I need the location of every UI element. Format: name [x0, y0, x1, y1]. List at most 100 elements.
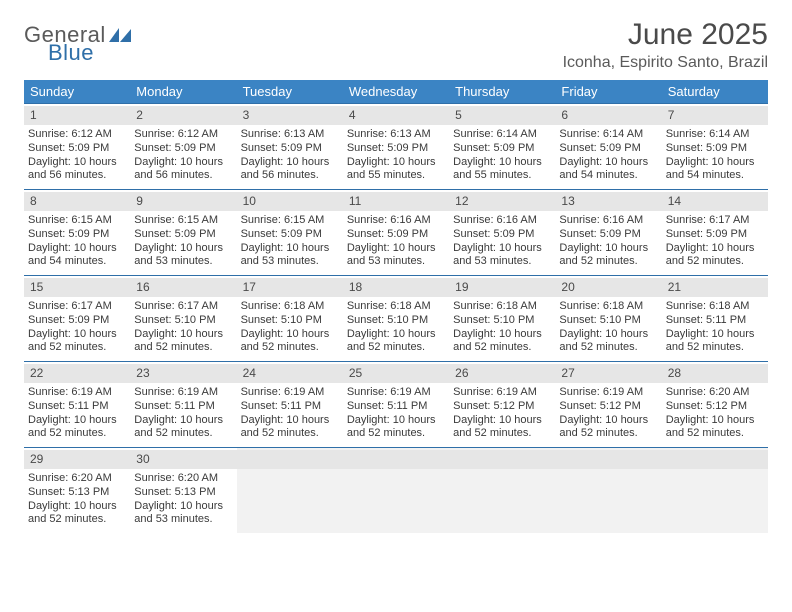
sunset-line: Sunset: 5:09 PM: [453, 228, 551, 242]
sunset-line: Sunset: 5:09 PM: [241, 142, 339, 156]
daylight-line: Daylight: 10 hours and 52 minutes.: [28, 500, 126, 528]
dow-wednesday: Wednesday: [343, 80, 449, 103]
sunset-line: Sunset: 5:10 PM: [453, 314, 551, 328]
sunrise-line: Sunrise: 6:15 AM: [134, 214, 232, 228]
daylight-line: Daylight: 10 hours and 52 minutes.: [666, 242, 764, 270]
daylight-line: Daylight: 10 hours and 52 minutes.: [453, 414, 551, 442]
page-title: June 2025: [563, 18, 768, 52]
location-subtitle: Iconha, Espirito Santo, Brazil: [563, 54, 768, 72]
daynum: 27: [555, 364, 661, 383]
sunrise-line: Sunrise: 6:12 AM: [28, 128, 126, 142]
title-block: June 2025 Iconha, Espirito Santo, Brazil: [563, 18, 768, 72]
sunrise-line: Sunrise: 6:17 AM: [134, 300, 232, 314]
sunset-line: Sunset: 5:10 PM: [134, 314, 232, 328]
sunrise-line: Sunrise: 6:14 AM: [666, 128, 764, 142]
daylight-line: Daylight: 10 hours and 54 minutes.: [666, 156, 764, 184]
daylight-line: Daylight: 10 hours and 52 minutes.: [559, 242, 657, 270]
day-cell-23: 23Sunrise: 6:19 AMSunset: 5:11 PMDayligh…: [130, 361, 236, 447]
day-cell-19: 19Sunrise: 6:18 AMSunset: 5:10 PMDayligh…: [449, 275, 555, 361]
sunrise-line: Sunrise: 6:16 AM: [559, 214, 657, 228]
daynum: 22: [24, 364, 130, 383]
daylight-line: Daylight: 10 hours and 56 minutes.: [28, 156, 126, 184]
day-cell-20: 20Sunrise: 6:18 AMSunset: 5:10 PMDayligh…: [555, 275, 661, 361]
daynum-empty: [343, 450, 449, 469]
sunrise-line: Sunrise: 6:17 AM: [28, 300, 126, 314]
calendar-grid: 1Sunrise: 6:12 AMSunset: 5:09 PMDaylight…: [24, 103, 768, 533]
day-cell-2: 2Sunrise: 6:12 AMSunset: 5:09 PMDaylight…: [130, 103, 236, 189]
dow-tuesday: Tuesday: [237, 80, 343, 103]
daynum: 1: [24, 106, 130, 125]
day-cell-17: 17Sunrise: 6:18 AMSunset: 5:10 PMDayligh…: [237, 275, 343, 361]
sunset-line: Sunset: 5:09 PM: [666, 228, 764, 242]
brand-sail-icon: [109, 28, 131, 42]
sunset-line: Sunset: 5:12 PM: [666, 400, 764, 414]
daynum: 6: [555, 106, 661, 125]
daylight-line: Daylight: 10 hours and 53 minutes.: [134, 500, 232, 528]
daynum: 16: [130, 278, 236, 297]
daylight-line: Daylight: 10 hours and 52 minutes.: [559, 328, 657, 356]
day-cell-21: 21Sunrise: 6:18 AMSunset: 5:11 PMDayligh…: [662, 275, 768, 361]
daylight-line: Daylight: 10 hours and 56 minutes.: [241, 156, 339, 184]
daylight-line: Daylight: 10 hours and 53 minutes.: [347, 242, 445, 270]
day-cell-12: 12Sunrise: 6:16 AMSunset: 5:09 PMDayligh…: [449, 189, 555, 275]
daylight-line: Daylight: 10 hours and 55 minutes.: [347, 156, 445, 184]
daynum: 8: [24, 192, 130, 211]
day-cell-16: 16 Sunrise: 6:17 AMSunset: 5:10 PMDayligh…: [130, 275, 236, 361]
sunset-line: Sunset: 5:09 PM: [28, 228, 126, 242]
sunset-line: Sunset: 5:11 PM: [241, 400, 339, 414]
sunset-line: Sunset: 5:09 PM: [241, 228, 339, 242]
day-cell-27: 27Sunrise: 6:19 AMSunset: 5:12 PMDayligh…: [555, 361, 661, 447]
day-cell-24: 24Sunrise: 6:19 AMSunset: 5:11 PMDayligh…: [237, 361, 343, 447]
days-of-week-header: SundayMondayTuesdayWednesdayThursdayFrid…: [24, 80, 768, 103]
daynum: 11: [343, 192, 449, 211]
calendar-page: General Blue June 2025 Iconha, Espirito …: [0, 0, 792, 612]
sunset-line: Sunset: 5:09 PM: [28, 142, 126, 156]
sunset-line: Sunset: 5:11 PM: [666, 314, 764, 328]
daynum: 30: [130, 450, 236, 469]
sunrise-line: Sunrise: 6:19 AM: [453, 386, 551, 400]
sunset-line: Sunset: 5:12 PM: [559, 400, 657, 414]
day-cell-29: 29Sunrise: 6:20 AMSunset: 5:13 PMDayligh…: [24, 447, 130, 533]
sunset-line: Sunset: 5:10 PM: [347, 314, 445, 328]
sunrise-line: Sunrise: 6:13 AM: [241, 128, 339, 142]
day-cell-26: 26Sunrise: 6:19 AMSunset: 5:12 PMDayligh…: [449, 361, 555, 447]
day-cell-10: 10Sunrise: 6:15 AMSunset: 5:09 PMDayligh…: [237, 189, 343, 275]
sunset-line: Sunset: 5:09 PM: [347, 142, 445, 156]
sunrise-line: Sunrise: 6:18 AM: [347, 300, 445, 314]
dow-saturday: Saturday: [662, 80, 768, 103]
sunrise-line: Sunrise: 6:18 AM: [453, 300, 551, 314]
daylight-line: Daylight: 10 hours and 53 minutes.: [241, 242, 339, 270]
day-cell-6: 6Sunrise: 6:14 AMSunset: 5:09 PMDaylight…: [555, 103, 661, 189]
dow-friday: Friday: [555, 80, 661, 103]
daynum: 3: [237, 106, 343, 125]
empty-cell: [449, 447, 555, 533]
daynum: 20: [555, 278, 661, 297]
daylight-line: Daylight: 10 hours and 52 minutes.: [134, 328, 232, 356]
day-cell-5: 5Sunrise: 6:14 AMSunset: 5:09 PMDaylight…: [449, 103, 555, 189]
day-cell-14: 14Sunrise: 6:17 AMSunset: 5:09 PMDayligh…: [662, 189, 768, 275]
sunset-line: Sunset: 5:11 PM: [347, 400, 445, 414]
sunrise-line: Sunrise: 6:19 AM: [134, 386, 232, 400]
day-cell-4: 4Sunrise: 6:13 AMSunset: 5:09 PMDaylight…: [343, 103, 449, 189]
dow-sunday: Sunday: [24, 80, 130, 103]
daylight-line: Daylight: 10 hours and 52 minutes.: [666, 414, 764, 442]
daynum-empty: [662, 450, 768, 469]
daynum: 26: [449, 364, 555, 383]
sunrise-line: Sunrise: 6:16 AM: [347, 214, 445, 228]
day-cell-28: 28Sunrise: 6:20 AMSunset: 5:12 PMDayligh…: [662, 361, 768, 447]
daylight-line: Daylight: 10 hours and 52 minutes.: [666, 328, 764, 356]
day-cell-15: 15Sunrise: 6:17 AMSunset: 5:09 PMDayligh…: [24, 275, 130, 361]
daynum: 14: [662, 192, 768, 211]
sunset-line: Sunset: 5:13 PM: [28, 486, 126, 500]
daylight-line: Daylight: 10 hours and 55 minutes.: [453, 156, 551, 184]
sunset-line: Sunset: 5:09 PM: [134, 228, 232, 242]
day-cell-18: 18Sunrise: 6:18 AMSunset: 5:10 PMDayligh…: [343, 275, 449, 361]
sunrise-line: Sunrise: 6:20 AM: [134, 472, 232, 486]
daynum: 23: [130, 364, 236, 383]
daylight-line: Daylight: 10 hours and 52 minutes.: [347, 414, 445, 442]
brand-logo: General Blue: [24, 24, 131, 64]
sunset-line: Sunset: 5:10 PM: [559, 314, 657, 328]
daynum: 25: [343, 364, 449, 383]
daynum: 19: [449, 278, 555, 297]
daynum: 12: [449, 192, 555, 211]
